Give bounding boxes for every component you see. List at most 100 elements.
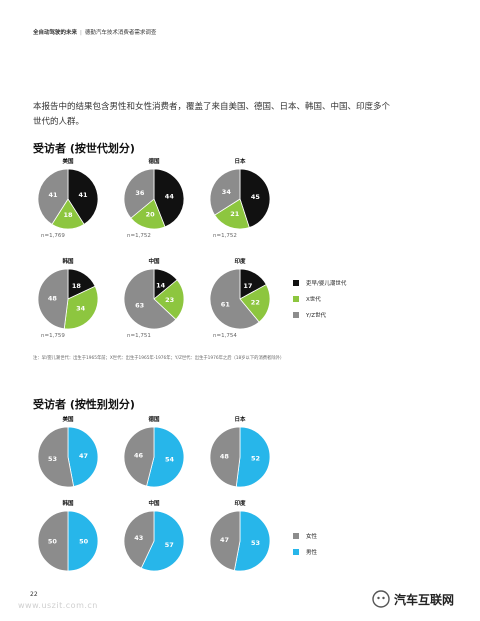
pie-chart: 53 47 bbox=[209, 510, 271, 572]
pie-country-label: 中国 bbox=[148, 501, 160, 507]
pie-slice bbox=[123, 268, 177, 330]
pie-gen-0: 美国 41 18 41 n=1,769 bbox=[36, 158, 100, 239]
pie-chart: 57 43 bbox=[123, 510, 185, 572]
pie-country-label: 印度 bbox=[234, 501, 246, 507]
report-subtitle: 德勤汽车技术消费者需求调查 bbox=[84, 30, 157, 36]
pie-country-label: 印度 bbox=[234, 259, 246, 265]
pie-slice bbox=[123, 168, 155, 219]
pie-gen-1: 德国 44 20 36 n=1,752 bbox=[122, 158, 186, 239]
generation-note: 注：早/婴儿潮世代：出生于1965年前；X世代：出生于1965年-1976年；Y… bbox=[33, 356, 285, 361]
pie-slice bbox=[153, 168, 185, 228]
pie-slice bbox=[209, 168, 241, 216]
pie-country-label: 日本 bbox=[234, 159, 246, 165]
pie-value-label: 43 bbox=[134, 534, 143, 542]
pie-value-label: 21 bbox=[230, 210, 240, 218]
pie-value-label: 50 bbox=[48, 537, 58, 545]
pie-slice bbox=[37, 268, 69, 330]
pie-slice bbox=[235, 426, 271, 488]
pie-country-label: 中国 bbox=[148, 259, 160, 265]
pie-chart: 41 18 41 bbox=[37, 168, 99, 230]
pie-sex-4: 中国 57 43 bbox=[122, 500, 186, 573]
pie-value-label: 61 bbox=[221, 301, 231, 309]
pie-slice bbox=[123, 426, 155, 487]
gender-section-title: 受访者 (按性别划分) bbox=[33, 398, 135, 411]
pie-slice bbox=[146, 426, 185, 488]
pie-country-label: 德国 bbox=[148, 417, 160, 423]
pie-value-label: 22 bbox=[251, 298, 260, 306]
wechat-icon bbox=[372, 590, 390, 608]
pie-gen-4: 中国 14 23 63 n=1,751 bbox=[122, 258, 186, 339]
pie-value-label: 34 bbox=[76, 305, 86, 313]
pie-sex-2: 日本 52 48 bbox=[208, 416, 272, 489]
pie-sample-size: n=1,754 bbox=[213, 333, 237, 339]
watermark-brand: 汽车互联网 bbox=[372, 590, 454, 608]
pie-sample-size: n=1,751 bbox=[127, 333, 151, 339]
pie-sex-5: 印度 53 47 bbox=[208, 500, 272, 573]
report-title: 全自动驾驶的未来 bbox=[33, 30, 78, 36]
pie-value-label: 20 bbox=[146, 211, 156, 219]
pie-sex-3: 韩国 50 50 bbox=[36, 500, 100, 573]
generation-section-title: 受访者 (按世代划分) bbox=[33, 142, 135, 155]
pie-value-label: 36 bbox=[135, 189, 145, 197]
pie-slice bbox=[209, 426, 241, 488]
pie-slice bbox=[239, 284, 271, 323]
pie-gen-5: 印度 17 22 61 n=1,754 bbox=[208, 258, 272, 339]
pie-value-label: 45 bbox=[251, 193, 261, 201]
pie-chart: 50 50 bbox=[37, 510, 99, 572]
pie-value-label: 14 bbox=[156, 281, 166, 289]
pie-value-label: 50 bbox=[79, 537, 89, 545]
pie-value-label: 46 bbox=[134, 451, 144, 459]
pie-slice bbox=[209, 510, 241, 571]
pie-value-label: 18 bbox=[72, 282, 82, 290]
pie-slice bbox=[37, 510, 69, 572]
pie-value-label: 47 bbox=[220, 536, 229, 544]
pie-country-label: 韩国 bbox=[62, 501, 74, 507]
pie-chart: 17 22 61 bbox=[209, 268, 271, 330]
pie-country-label: 美国 bbox=[62, 417, 74, 423]
pie-chart: 47 53 bbox=[37, 426, 99, 488]
pie-value-label: 48 bbox=[48, 294, 58, 302]
page-number: 22 bbox=[30, 591, 38, 598]
report-header: 全自动驾驶的未来 | 德勤汽车技术消费者需求调查 bbox=[33, 30, 157, 36]
pie-country-label: 日本 bbox=[234, 417, 246, 423]
pie-value-label: 44 bbox=[165, 192, 175, 200]
pie-value-label: 18 bbox=[63, 211, 73, 219]
pie-sample-size: n=1,752 bbox=[213, 233, 237, 239]
legend-item-genx: X世代 bbox=[293, 291, 346, 307]
pie-value-label: 52 bbox=[251, 454, 260, 462]
pie-chart: 54 46 bbox=[123, 426, 185, 488]
pie-value-label: 47 bbox=[79, 452, 88, 460]
pie-slice bbox=[37, 168, 69, 225]
legend-item-female: 女性 bbox=[293, 528, 317, 544]
watermark-url: www.uszit.com.cn bbox=[18, 601, 98, 610]
pie-value-label: 63 bbox=[135, 302, 144, 310]
pie-value-label: 34 bbox=[222, 188, 232, 196]
pie-sample-size: n=1,752 bbox=[127, 233, 151, 239]
pie-slice bbox=[233, 510, 271, 572]
pie-value-label: 48 bbox=[220, 452, 230, 460]
gender-legend: 女性 男性 bbox=[293, 528, 317, 560]
intro-paragraph: 本报告中的结果包含男性和女性消费者，覆盖了来自美国、德国、日本、韩国、中国、印度… bbox=[33, 102, 391, 127]
pie-slice bbox=[130, 198, 166, 230]
legend-item-male: 男性 bbox=[293, 544, 317, 560]
pie-slice bbox=[37, 426, 75, 488]
pie-slice bbox=[123, 510, 155, 569]
pie-sex-1: 德国 54 46 bbox=[122, 416, 186, 489]
pie-country-label: 韩国 bbox=[62, 259, 74, 265]
pie-value-label: 17 bbox=[243, 282, 252, 290]
pie-value-label: 54 bbox=[165, 455, 175, 463]
pie-value-label: 53 bbox=[48, 455, 57, 463]
pie-sample-size: n=1,769 bbox=[41, 233, 65, 239]
pie-slice bbox=[209, 268, 260, 330]
pie-chart: 44 20 36 bbox=[123, 168, 185, 230]
pie-chart: 14 23 63 bbox=[123, 268, 185, 330]
pie-sex-0: 美国 47 53 bbox=[36, 416, 100, 489]
pie-value-label: 41 bbox=[78, 191, 88, 199]
pie-value-label: 53 bbox=[251, 539, 260, 547]
pie-slice bbox=[63, 285, 99, 330]
pie-chart: 45 21 34 bbox=[209, 168, 271, 230]
pie-slice bbox=[214, 198, 250, 230]
pie-slice bbox=[153, 279, 185, 321]
generation-legend: 吏早/婴儿潮世代 X世代 Y/Z世代 bbox=[293, 275, 346, 323]
pie-country-label: 德国 bbox=[148, 159, 160, 165]
